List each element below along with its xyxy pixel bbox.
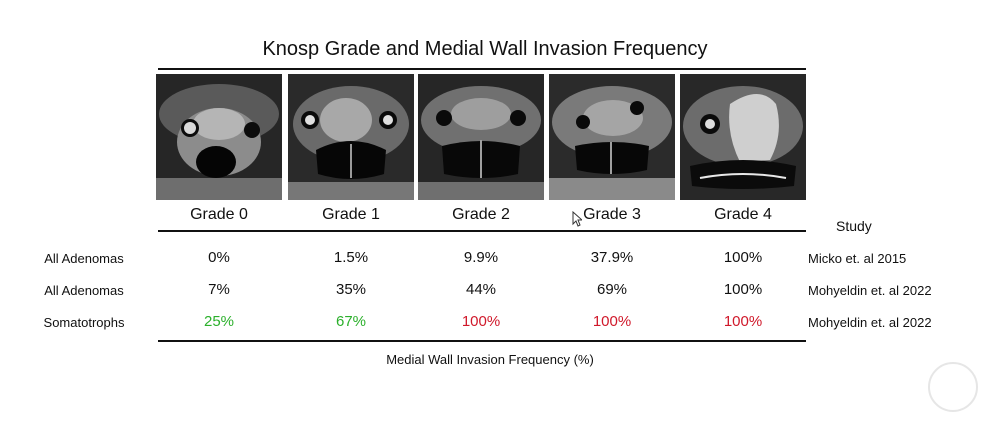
table-cell: 67% [335,313,367,330]
table-cell: 37.9% [590,249,634,266]
grade-label: Grade 3 [583,206,641,223]
bottom-rule [158,340,806,342]
table-cell: 100% [592,313,632,330]
header-rule [158,230,806,232]
table-cell: 1.5% [333,249,369,266]
mri-image-grade-1 [288,74,414,200]
row-label: All Adenomas [44,251,124,266]
table-cell: 0% [208,249,230,266]
mri-image-grade-3 [549,74,675,200]
mri-image-grade-2 [418,74,544,200]
presenter-overlay-icon [928,362,978,412]
table-cell: 35% [335,281,367,298]
top-rule [158,68,806,70]
study-citation: Micko et. al 2015 [808,251,907,266]
table-cell: 100% [461,313,501,330]
row-label: All Adenomas [44,283,124,298]
grade-label: Grade 4 [714,206,772,223]
table-cell: 9.9% [463,249,499,266]
grade-label: Grade 0 [190,206,248,223]
study-column-header: Study [836,218,872,234]
study-citation: Mohyeldin et. al 2022 [808,315,932,330]
table-cell: 100% [723,313,763,330]
grade-label: Grade 1 [322,206,380,223]
table-cell: 69% [596,281,628,298]
table-cell: 44% [465,281,497,298]
table-cell: 100% [723,249,763,266]
table-caption: Medial Wall Invasion Frequency (%) [386,352,594,367]
mouse-cursor-icon [572,211,582,227]
grade-label: Grade 2 [452,206,510,223]
row-label: Somatotrophs [43,315,125,330]
table-cell: 7% [208,281,230,298]
table-cell: 100% [723,281,763,298]
mri-image-grade-4 [680,74,806,200]
slide-title: Knosp Grade and Medial Wall Invasion Fre… [262,38,708,60]
table-cell: 25% [203,313,235,330]
study-citation: Mohyeldin et. al 2022 [808,283,932,298]
mri-image-grade-0 [156,74,282,200]
